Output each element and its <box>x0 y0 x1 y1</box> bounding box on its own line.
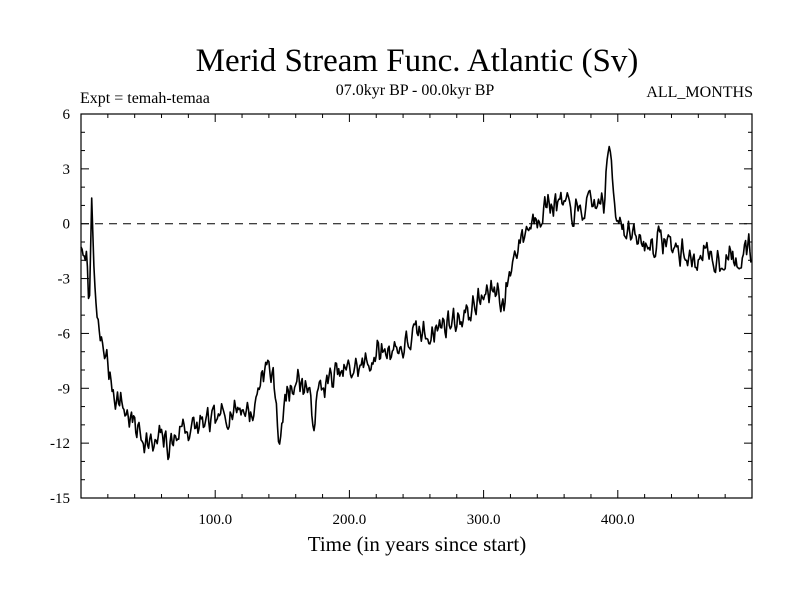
x-axis-label: Time (in years since start) <box>308 532 527 556</box>
y-tick-label: 0 <box>63 217 71 233</box>
series-line <box>80 145 752 461</box>
x-tick-label: 400.0 <box>601 512 635 528</box>
y-tick-label: 3 <box>63 162 71 178</box>
y-tick-label: 6 <box>63 107 71 123</box>
y-tick-label: -6 <box>58 326 71 342</box>
x-axis: 100.0 200.0 300.0 400.0 <box>107 114 726 528</box>
time-range-label: 07.0kyr BP - 00.0kyr BP <box>336 82 495 99</box>
series-layer <box>80 145 752 461</box>
plot-frame <box>80 113 753 499</box>
y-tick-label: -12 <box>50 436 70 452</box>
x-tick-label: 200.0 <box>333 512 367 528</box>
x-tick-label: 300.0 <box>467 512 501 528</box>
chart-title: Merid Stream Func. Atlantic (Sv) <box>196 43 639 79</box>
y-tick-label: -15 <box>50 491 70 507</box>
x-tick-label: 100.0 <box>198 512 232 528</box>
y-tick-label: -9 <box>58 381 71 397</box>
experiment-label: Expt = temah-temaa <box>80 90 210 107</box>
y-tick-label: -3 <box>58 272 71 288</box>
months-label: ALL_MONTHS <box>646 84 753 101</box>
y-axis: 6 3 0 -3 -6 -9 -12 -15 <box>50 107 752 507</box>
